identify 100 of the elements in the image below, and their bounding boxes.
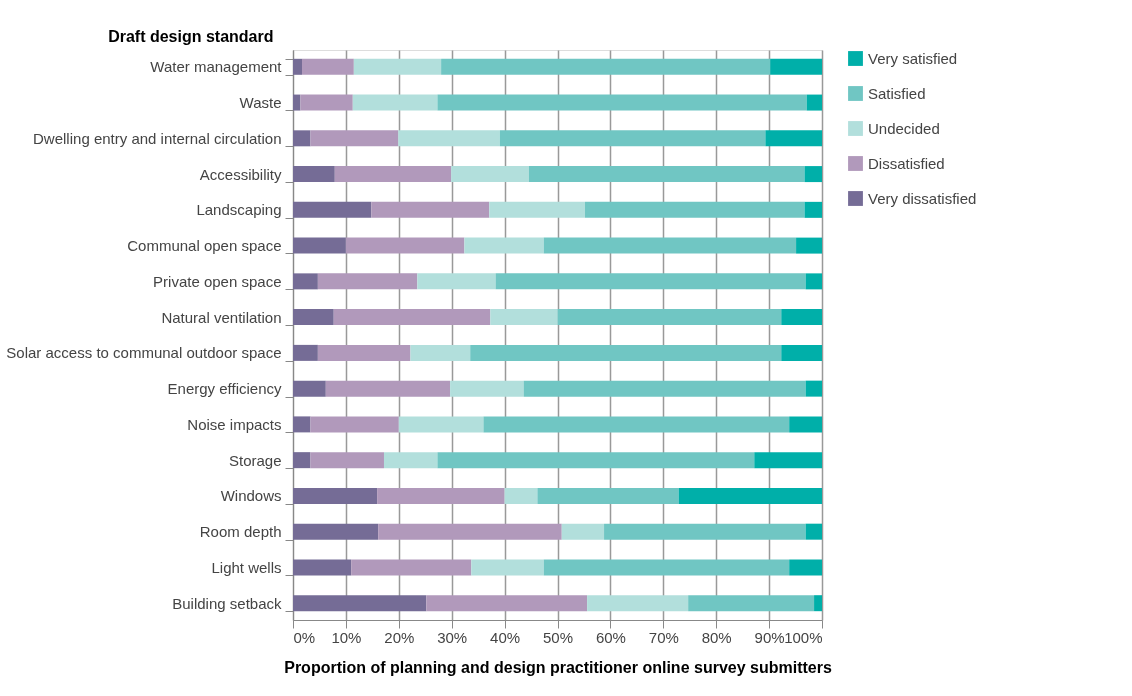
x-tick-label: 50%	[542, 628, 574, 646]
y-tick-label: Natural ventilation	[161, 308, 282, 326]
bar	[334, 166, 452, 183]
x-tick-label: 60%	[595, 628, 626, 646]
x-axis-title: Proportion of planning and design practitioner online survey submitters	[284, 658, 832, 676]
y-tick-label: Communal open space	[127, 237, 282, 255]
y-tick-label: Noise impacts	[187, 415, 282, 433]
bar	[451, 166, 529, 183]
bar	[378, 523, 562, 540]
bar	[587, 595, 689, 612]
bar	[293, 201, 372, 218]
bar	[805, 523, 822, 540]
y-tick-label: Private open space	[153, 272, 282, 290]
bar	[293, 344, 318, 361]
y-tick-label: Light wells	[211, 558, 282, 576]
bar	[585, 201, 805, 218]
bar	[353, 58, 442, 75]
y-tick-label: Windows	[220, 487, 282, 505]
bar	[754, 452, 822, 469]
y-tick-label: Solar access to communal outdoor space	[6, 344, 282, 362]
y-tick-label: Dwelling entry and internal circulation	[33, 129, 282, 147]
bar	[293, 452, 311, 469]
y-tick-label: Storage	[228, 451, 282, 469]
bar	[796, 237, 822, 254]
bar	[789, 416, 822, 433]
bar	[293, 523, 379, 540]
bar	[371, 201, 490, 218]
bar	[293, 487, 378, 504]
x-tick-label: 0%	[293, 628, 316, 646]
y-tick-label: Waste	[239, 94, 282, 112]
bar	[293, 130, 311, 147]
bar	[377, 487, 505, 504]
x-tick-label: 90%	[754, 628, 785, 646]
bar	[604, 523, 806, 540]
legend-label: Dissatisfied	[868, 154, 945, 172]
bar	[293, 273, 318, 290]
bar	[814, 595, 822, 612]
y-tick-label: Accessibility	[199, 165, 282, 183]
bar	[293, 416, 311, 433]
bar	[781, 309, 822, 326]
bar	[471, 559, 544, 576]
y-tick-label: Energy efficiency	[167, 380, 282, 398]
y-tick-label: Water management	[150, 58, 283, 76]
bar	[317, 273, 418, 290]
bar	[293, 309, 334, 326]
bar	[806, 94, 822, 111]
bar	[398, 416, 484, 433]
bar	[470, 344, 782, 361]
bar	[301, 58, 354, 75]
bar	[495, 273, 806, 290]
bar	[483, 416, 790, 433]
bar	[557, 309, 782, 326]
x-tick-label: 20%	[384, 628, 415, 646]
x-tick-label: 80%	[701, 628, 732, 646]
bar	[804, 166, 822, 183]
bar	[317, 344, 411, 361]
y-tick-label: Landscaping	[196, 201, 282, 219]
bar	[351, 559, 472, 576]
bar	[398, 130, 500, 147]
bar	[489, 201, 586, 218]
x-tick-label: 30%	[437, 628, 468, 646]
bar	[417, 273, 496, 290]
bar	[688, 595, 815, 612]
bar	[293, 595, 427, 612]
bar	[293, 380, 326, 397]
bar	[437, 94, 807, 111]
bar	[352, 94, 438, 111]
x-tick-label: 10%	[331, 628, 362, 646]
bar	[561, 523, 605, 540]
bar	[499, 130, 766, 147]
bar	[293, 58, 302, 75]
bar	[345, 237, 465, 254]
bar	[293, 237, 346, 254]
bar	[543, 237, 797, 254]
bar	[490, 309, 558, 326]
bar	[805, 273, 822, 290]
y-tick-label: Room depth	[199, 523, 282, 541]
bar	[293, 94, 301, 111]
bar	[441, 58, 771, 75]
bar	[528, 166, 805, 183]
bar	[678, 487, 822, 504]
legend-label: Very satisfied	[868, 49, 958, 67]
bar	[765, 130, 822, 147]
bar	[293, 166, 335, 183]
bar	[537, 487, 679, 504]
bar	[789, 559, 822, 576]
y-axis-title: Draft design standard	[108, 27, 274, 45]
bar	[325, 380, 451, 397]
bar	[410, 344, 471, 361]
bar	[310, 452, 384, 469]
bar	[770, 58, 822, 75]
bar	[504, 487, 538, 504]
bar	[310, 416, 399, 433]
bar	[437, 452, 755, 469]
bar	[450, 380, 524, 397]
x-tick-label: 40%	[490, 628, 521, 646]
bar	[383, 452, 438, 469]
bar	[804, 201, 822, 218]
bar	[543, 559, 790, 576]
bar	[805, 380, 822, 397]
